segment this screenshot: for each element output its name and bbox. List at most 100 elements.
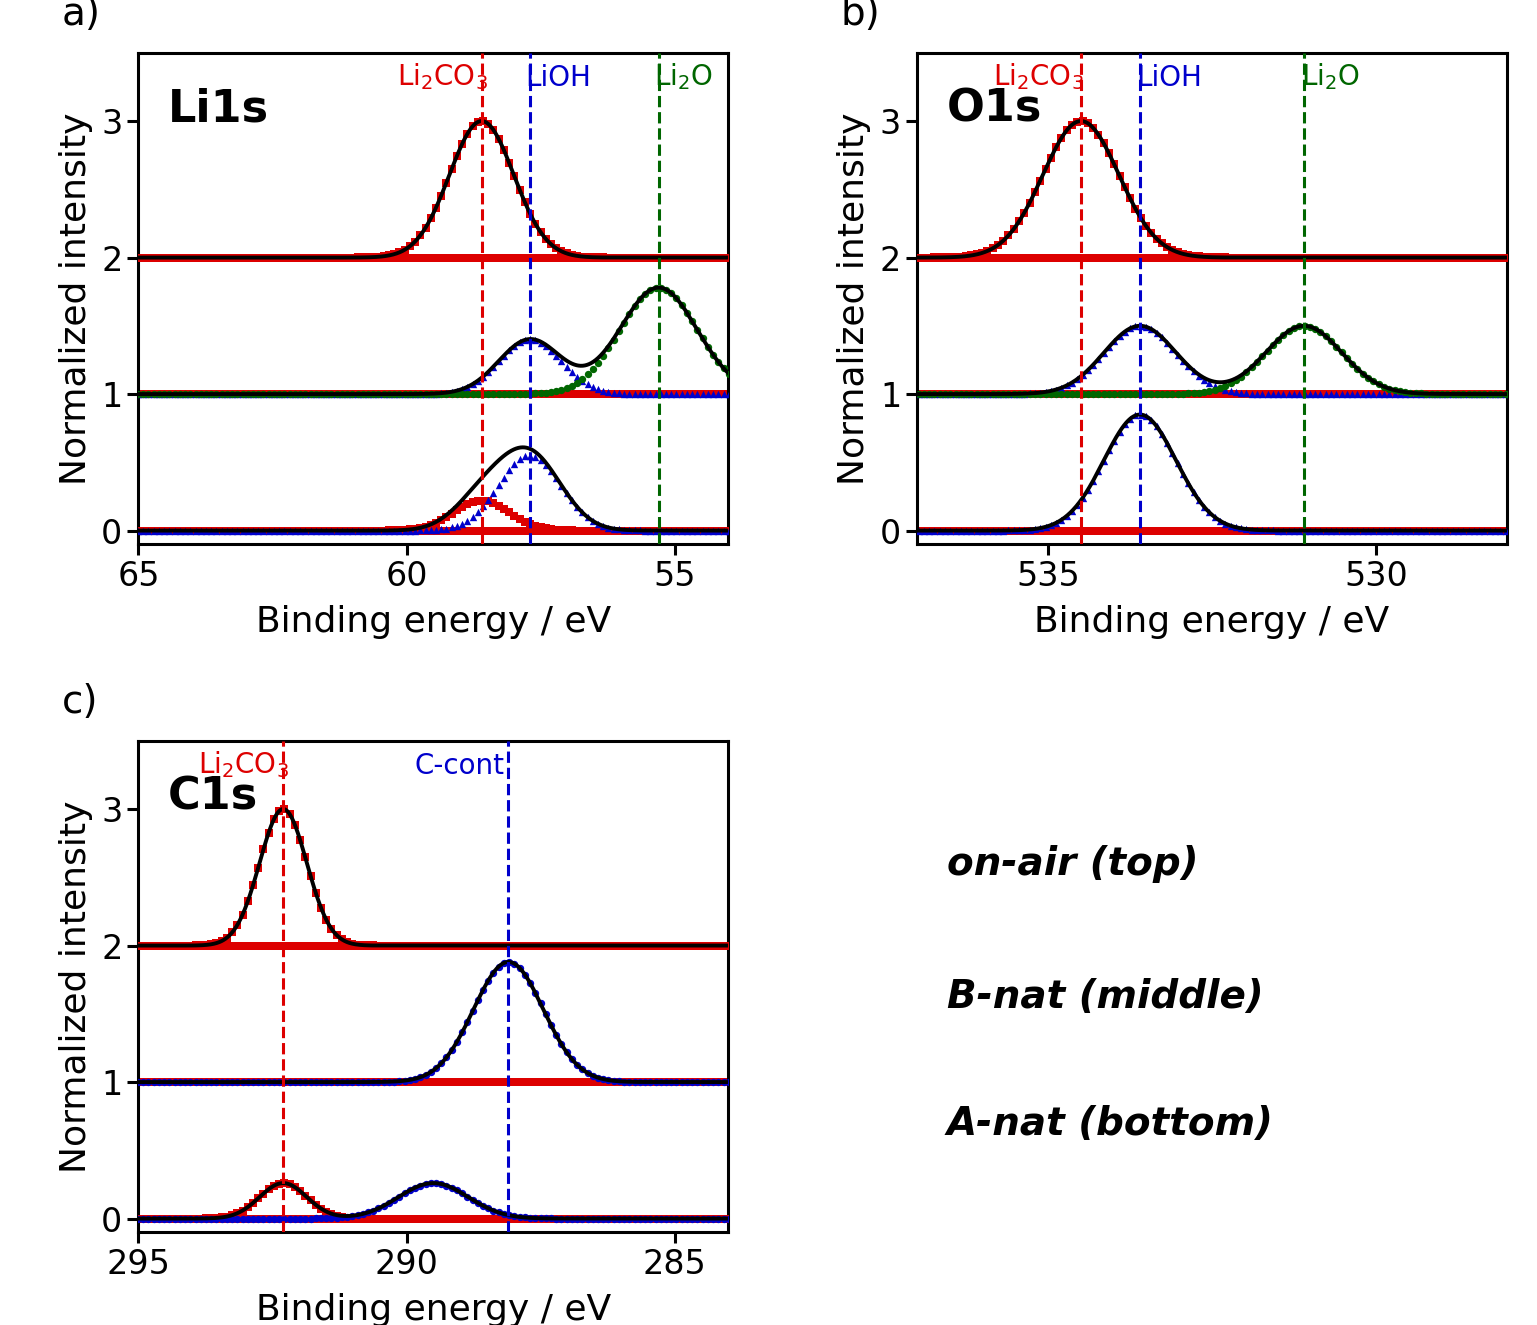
Point	[911, 521, 936, 542]
Point	[716, 248, 741, 269]
Point	[407, 519, 432, 541]
Point	[1001, 519, 1025, 541]
Point	[455, 376, 480, 398]
Point	[638, 384, 662, 405]
Point	[455, 494, 480, 515]
Point	[549, 351, 573, 372]
Point	[1393, 382, 1417, 403]
Point	[361, 935, 386, 957]
Point	[152, 384, 177, 405]
Point	[553, 384, 578, 405]
Point	[111, 935, 135, 957]
Point	[198, 934, 223, 955]
Point	[403, 1208, 427, 1230]
Point	[194, 521, 218, 542]
Point	[1234, 384, 1259, 405]
Point	[1207, 248, 1231, 269]
Point	[942, 521, 967, 542]
Point	[1366, 384, 1391, 405]
Point	[403, 935, 427, 957]
Point	[533, 1072, 558, 1093]
Point	[350, 384, 375, 405]
Point	[1159, 443, 1183, 464]
Point	[1460, 248, 1485, 269]
Point	[990, 248, 1014, 269]
Point	[716, 384, 741, 405]
Point	[235, 935, 260, 957]
Point	[701, 384, 725, 405]
Point	[1451, 521, 1476, 542]
Point	[251, 1072, 275, 1093]
Point	[632, 519, 656, 541]
Point	[638, 521, 662, 542]
Point	[679, 1208, 704, 1230]
Point	[235, 384, 260, 405]
Point	[1349, 248, 1374, 269]
Point	[424, 519, 449, 541]
Point	[638, 280, 662, 301]
Point	[115, 384, 140, 405]
Point	[606, 521, 630, 542]
Point	[570, 502, 595, 523]
Point	[277, 248, 301, 269]
Point	[1091, 384, 1116, 405]
Point	[198, 1072, 223, 1093]
Point	[246, 1072, 271, 1093]
Point	[146, 1208, 171, 1230]
Point	[224, 935, 249, 957]
Point	[732, 521, 756, 542]
Point	[1440, 248, 1465, 269]
Point	[1397, 248, 1422, 269]
Point	[1280, 521, 1305, 542]
Point	[658, 1072, 682, 1093]
Point	[533, 248, 558, 269]
Point	[1128, 248, 1153, 269]
Point	[553, 519, 578, 541]
Point	[335, 1072, 360, 1093]
Point	[340, 933, 364, 954]
Point	[257, 521, 281, 542]
Point	[544, 1208, 569, 1230]
Point	[372, 1195, 397, 1216]
Point	[215, 384, 240, 405]
Point	[481, 248, 506, 269]
Point	[564, 1055, 589, 1076]
Point	[1122, 315, 1147, 337]
Point	[586, 384, 610, 405]
Point	[492, 521, 516, 542]
Point	[1408, 248, 1432, 269]
Point	[606, 1072, 630, 1093]
Point	[476, 384, 501, 405]
Point	[392, 1208, 417, 1230]
Point	[372, 935, 397, 957]
Point	[298, 248, 323, 269]
Point	[407, 384, 432, 405]
Point	[638, 1208, 662, 1230]
Point	[701, 521, 725, 542]
Point	[1460, 384, 1485, 405]
Point	[1280, 318, 1305, 339]
Point	[732, 375, 756, 396]
Point	[283, 521, 307, 542]
Point	[209, 1072, 234, 1093]
Point	[172, 384, 197, 405]
Point	[204, 1072, 229, 1093]
Point	[189, 521, 214, 542]
Text: LiOH: LiOH	[1136, 64, 1202, 93]
Point	[653, 248, 678, 269]
Point	[283, 248, 307, 269]
Point	[486, 521, 510, 542]
Point	[1250, 248, 1274, 269]
Point	[1339, 521, 1363, 542]
Point	[701, 1072, 725, 1093]
Point	[612, 1072, 636, 1093]
Point	[189, 384, 214, 405]
Point	[922, 384, 947, 405]
Point	[272, 799, 297, 820]
Point	[413, 519, 438, 541]
Point	[559, 1208, 584, 1230]
Point	[257, 248, 281, 269]
Point	[1413, 521, 1437, 542]
X-axis label: Binding energy / eV: Binding energy / eV	[255, 604, 610, 639]
Point	[1271, 384, 1296, 405]
